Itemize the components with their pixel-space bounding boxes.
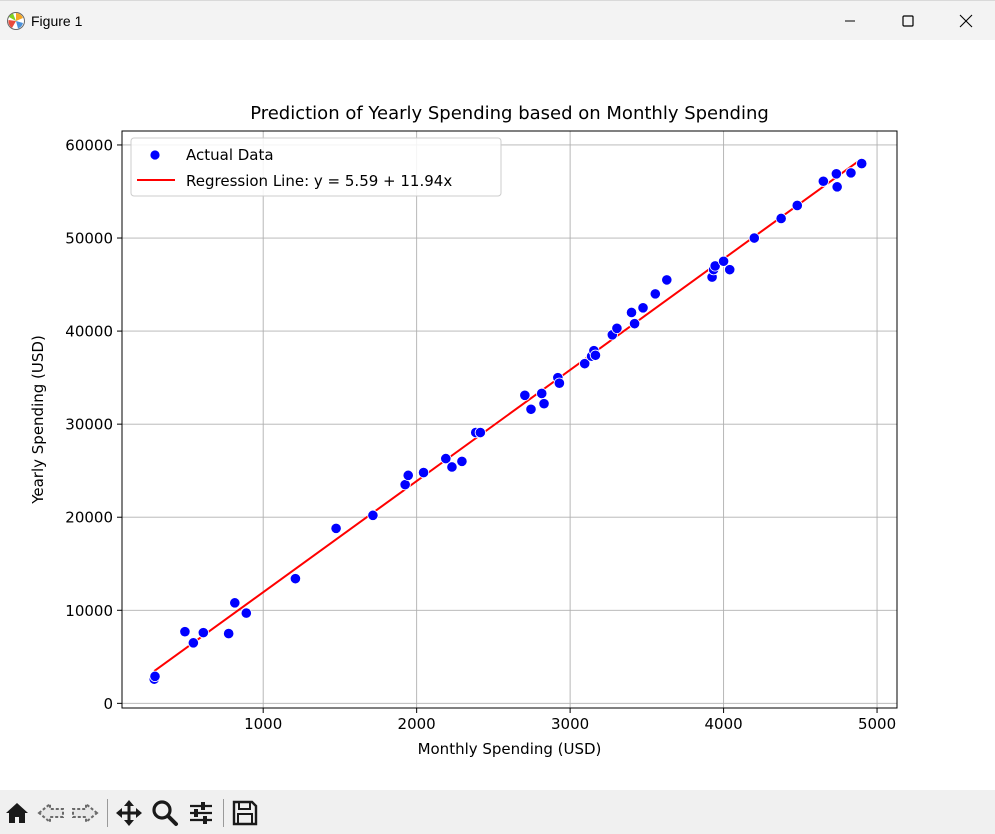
data-point <box>628 318 641 330</box>
axes-frame <box>121 130 898 709</box>
pan-move-icon <box>116 800 142 826</box>
configure-subplots-icon <box>190 802 212 824</box>
data-point <box>330 522 342 534</box>
configure-subplots-button[interactable] <box>186 798 216 828</box>
data-point <box>399 479 411 491</box>
data-point <box>579 358 591 370</box>
y-tick-label: 30000 <box>65 416 113 434</box>
close-button[interactable] <box>937 1 995 41</box>
y-axis-label: Yearly Spending (USD) <box>29 335 47 505</box>
save-button[interactable] <box>230 798 260 828</box>
zoom-button[interactable] <box>150 798 180 828</box>
matplotlib-logo-icon <box>6 11 26 31</box>
data-point <box>149 670 161 682</box>
data-point <box>830 168 842 180</box>
forward-button[interactable] <box>70 798 100 828</box>
data-point <box>717 255 730 267</box>
data-point <box>709 260 721 272</box>
data-point <box>240 607 252 619</box>
data-point <box>525 403 537 415</box>
chart-title: Prediction of Yearly Spending based on M… <box>250 103 769 124</box>
legend-label-regression-line: Regression Line: y = 5.59 + 11.94x <box>186 172 452 190</box>
close-icon <box>959 14 973 28</box>
data-point <box>223 627 235 640</box>
data-point <box>775 212 787 225</box>
back-arrow-icon <box>37 801 64 825</box>
data-point <box>538 398 550 410</box>
data-point <box>856 157 868 170</box>
data-point <box>197 627 209 639</box>
maximize-button[interactable] <box>879 1 937 41</box>
regression-line-layer <box>153 158 863 672</box>
data-point <box>289 573 302 585</box>
save-floppy-icon <box>232 800 258 826</box>
minimize-button[interactable] <box>821 1 879 41</box>
toolbar-separator <box>107 799 108 827</box>
legend-box <box>130 137 502 197</box>
y-tick-label: 40000 <box>65 323 113 341</box>
data-points <box>148 157 868 685</box>
data-point <box>724 264 736 276</box>
data-point <box>637 302 649 314</box>
legend: Actual Data Regression Line: y = 5.59 + … <box>130 137 502 197</box>
regression-line <box>153 158 863 672</box>
data-point <box>402 469 414 481</box>
data-point <box>589 349 602 361</box>
y-tick-label: 50000 <box>65 230 113 248</box>
data-point <box>440 452 452 465</box>
legend-marker-actual-data <box>149 149 161 161</box>
x-tick-label: 2000 <box>398 715 436 733</box>
axis-ticks: 1000 2000 3000 4000 500001000020000300004000… <box>65 136 896 733</box>
data-point <box>417 466 430 479</box>
data-point <box>536 387 548 400</box>
x-tick-label: 3000 <box>551 715 589 733</box>
legend-label-actual-data: Actual Data <box>186 146 274 164</box>
data-point <box>748 232 760 244</box>
data-point <box>474 426 486 439</box>
data-point <box>553 377 565 389</box>
window-title: Figure 1 <box>31 13 83 29</box>
data-point <box>661 274 673 286</box>
y-tick-label: 10000 <box>65 602 113 620</box>
data-point <box>446 461 458 473</box>
scatter-chart: 1000 2000 3000 4000 500001000020000300004000… <box>29 103 898 758</box>
x-tick-label: 4000 <box>704 715 742 733</box>
x-axis-label: Monthly Spending (USD) <box>418 740 602 758</box>
back-button[interactable] <box>36 798 66 828</box>
x-tick-label: 5000 <box>858 715 896 733</box>
data-point <box>179 626 191 638</box>
maximize-icon <box>902 15 914 27</box>
data-point <box>625 306 638 319</box>
data-point <box>817 175 829 187</box>
data-point <box>791 199 803 212</box>
pan-button[interactable] <box>114 798 144 828</box>
data-point <box>611 322 623 334</box>
zoom-magnifier-icon <box>152 800 178 826</box>
y-tick-label: 60000 <box>65 136 113 154</box>
data-point <box>519 389 531 401</box>
data-point <box>367 509 379 521</box>
home-button[interactable] <box>2 798 32 828</box>
home-icon <box>6 803 28 823</box>
data-point <box>831 181 843 193</box>
figure-canvas[interactable]: 1000 2000 3000 4000 5000 0 10000 20000 30000 4000… <box>0 40 995 790</box>
toolbar-separator <box>223 799 224 827</box>
x-tick-label: 1000 <box>244 715 282 733</box>
grid-lines <box>122 131 897 708</box>
window-titlebar: Figure 1 <box>0 0 995 40</box>
y-tick-label: 20000 <box>65 509 113 527</box>
data-point <box>456 455 468 467</box>
minimize-icon <box>845 20 855 22</box>
forward-arrow-icon <box>72 801 99 825</box>
data-point <box>649 288 661 300</box>
y-tick-label: 0 <box>103 695 113 713</box>
data-point <box>229 597 241 609</box>
data-point <box>187 637 199 649</box>
navigation-toolbar <box>0 790 995 834</box>
data-point <box>845 167 857 179</box>
